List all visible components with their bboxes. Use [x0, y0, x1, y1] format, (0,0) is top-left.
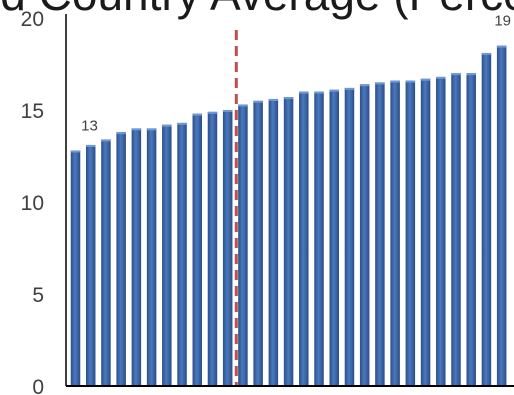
- y-tick-label: 15: [21, 100, 44, 123]
- bar: [192, 113, 203, 387]
- data-label: 19: [494, 13, 511, 30]
- bar: [101, 139, 111, 386]
- bar-cap: [359, 84, 370, 87]
- bar: [70, 150, 81, 386]
- data-label: 13: [81, 117, 98, 134]
- bar: [436, 76, 446, 386]
- bar: [253, 100, 263, 387]
- bar-cap: [344, 87, 355, 90]
- y-tick-label: 10: [21, 192, 44, 215]
- bar-cap: [375, 82, 385, 85]
- bar-cap: [390, 80, 400, 83]
- bar: [314, 91, 324, 386]
- bar-cap: [207, 111, 218, 114]
- bar-cap: [268, 98, 279, 101]
- bar-cap: [329, 89, 339, 92]
- bar: [238, 104, 248, 386]
- bar-cap: [496, 45, 507, 48]
- y-tick-label: 20: [21, 8, 44, 31]
- bar-cap: [131, 128, 142, 131]
- bar-cap: [283, 97, 294, 100]
- bars: [70, 45, 507, 387]
- bar-cap: [70, 150, 81, 153]
- bar: [481, 52, 492, 387]
- bar-cap: [85, 144, 96, 147]
- bar-cap: [481, 52, 492, 55]
- bar: [375, 82, 385, 387]
- bar-cap: [253, 100, 263, 103]
- bar: [390, 80, 400, 386]
- bar-cap: [162, 124, 172, 127]
- bar: [222, 110, 233, 386]
- y-axis: 0 5 10 15 20: [21, 8, 67, 395]
- bar-cap: [405, 80, 416, 83]
- bar-cap: [466, 73, 476, 76]
- bar-cap: [116, 132, 126, 135]
- bar: [420, 78, 431, 386]
- data-labels: 13 19: [81, 13, 511, 135]
- bar-cap: [238, 104, 248, 107]
- bar-cap: [314, 91, 324, 94]
- bar: [207, 111, 218, 386]
- bar: [116, 132, 126, 386]
- bar: [496, 45, 507, 386]
- bar-cap: [451, 73, 461, 76]
- bar: [85, 144, 96, 386]
- bar: [451, 73, 461, 386]
- bar-cap: [146, 128, 157, 131]
- bar: [268, 98, 279, 387]
- bar: [299, 91, 309, 386]
- bar: [162, 124, 172, 386]
- chart-title: …vanced Country Average (Percent)…: [0, 0, 514, 20]
- bar: [466, 73, 476, 386]
- bar-cap: [222, 110, 233, 112]
- bar-cap: [299, 91, 309, 94]
- y-tick-label: 0: [32, 376, 44, 395]
- bar: [405, 80, 416, 386]
- bar: [131, 128, 142, 386]
- bar: [146, 128, 157, 386]
- bar-cap: [101, 139, 111, 142]
- bar-cap: [192, 113, 203, 116]
- bar: [344, 87, 355, 387]
- bar: [329, 89, 339, 386]
- bar-cap: [436, 76, 446, 79]
- bar: [177, 122, 187, 386]
- bar: [283, 97, 294, 387]
- bar-cap: [420, 78, 431, 81]
- bar: [359, 84, 370, 387]
- bar-cap: [177, 122, 187, 125]
- y-tick-label: 5: [32, 284, 44, 307]
